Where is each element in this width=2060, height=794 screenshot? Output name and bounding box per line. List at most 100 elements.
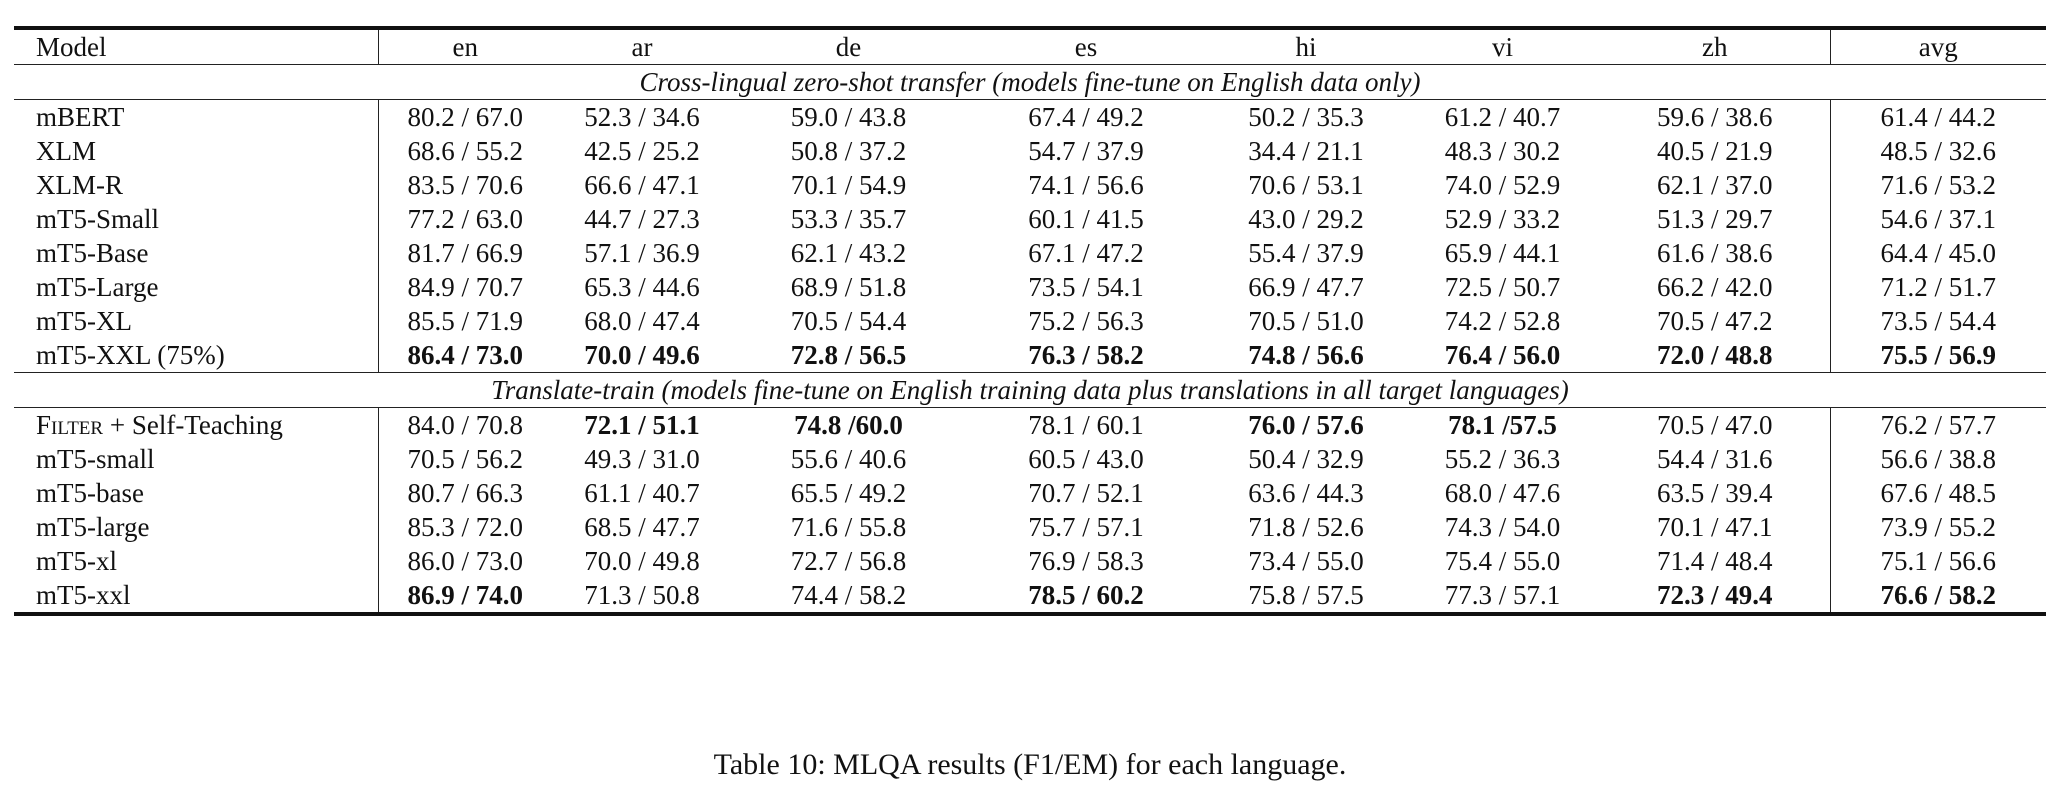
- score-cell: 68.5 / 47.7: [552, 510, 732, 544]
- score: 67.4 / 49.2: [1028, 102, 1144, 132]
- score: 75.4 / 55.0: [1444, 546, 1561, 576]
- score-cell: 70.6 / 53.1: [1207, 168, 1405, 202]
- model-name: mT5-XL: [14, 304, 379, 338]
- score: 42.5 / 25.2: [584, 136, 700, 166]
- score-cell: 55.6 / 40.6: [732, 442, 965, 476]
- score: 70.0 / 49.8: [584, 546, 700, 576]
- score-cell: 75.1 / 56.6: [1830, 544, 2046, 578]
- score: 71.6 / 53.2: [1880, 170, 1996, 200]
- score: 59.6 / 38.6: [1656, 102, 1773, 132]
- table-row: XLM 68.6 / 55.2 42.5 / 25.2 50.8 / 37.2 54.7…: [14, 134, 2046, 168]
- model-name: mT5-base: [14, 476, 379, 510]
- score: 65.9 / 44.1: [1444, 238, 1561, 268]
- score-cell: 70.1 / 54.9: [732, 168, 965, 202]
- section-title: Translate-train (models fine-tune on Eng…: [14, 372, 2046, 408]
- score: 61.4 / 44.2: [1880, 102, 1996, 132]
- model-name: Filter + Self-Teaching: [14, 407, 379, 442]
- header-es: es: [965, 26, 1207, 65]
- score-cell: 76.4 / 56.0: [1405, 338, 1600, 373]
- score: 76.2 / 57.7: [1880, 410, 1996, 440]
- score: 75.7 / 57.1: [1028, 512, 1144, 542]
- score-cell: 73.5 / 54.4: [1830, 304, 2046, 338]
- score-cell: 78.5 / 60.2: [965, 578, 1207, 616]
- score-cell: 42.5 / 25.2: [552, 134, 732, 168]
- score: 70.5 / 54.4: [790, 306, 907, 336]
- score-cell: 67.4 / 49.2: [965, 100, 1207, 135]
- score-cell: 70.5 / 47.0: [1600, 407, 1831, 442]
- score: 66.2 / 42.0: [1656, 272, 1773, 302]
- score: 73.5 / 54.1: [1028, 272, 1144, 302]
- best-score: 75.5 / 56.9: [1880, 340, 1996, 370]
- model-name: mT5-xxl: [14, 578, 379, 616]
- score: 86.0 / 73.0: [407, 546, 523, 576]
- score-cell: 72.5 / 50.7: [1405, 270, 1600, 304]
- score: 62.1 / 37.0: [1656, 170, 1773, 200]
- score-cell: 76.3 / 58.2: [965, 338, 1207, 373]
- best-score: 76.3 / 58.2: [1028, 340, 1144, 370]
- score: 51.3 / 29.7: [1656, 204, 1773, 234]
- table-row: mT5-Base 81.7 / 66.9 57.1 / 36.9 62.1 / 43.…: [14, 236, 2046, 270]
- score-cell: 40.5 / 21.9: [1600, 134, 1831, 168]
- score-cell: 68.0 / 47.4: [552, 304, 732, 338]
- score: 81.7 / 66.9: [407, 238, 523, 268]
- score-cell: 60.1 / 41.5: [965, 202, 1207, 236]
- score: 74.3 / 54.0: [1444, 512, 1561, 542]
- header-hi: hi: [1207, 26, 1405, 65]
- score: 55.2 / 36.3: [1444, 444, 1561, 474]
- table-row: XLM-R 83.5 / 70.6 66.6 / 47.1 70.1 / 54.9 74…: [14, 168, 2046, 202]
- score-cell: 68.9 / 51.8: [732, 270, 965, 304]
- score-cell: 75.8 / 57.5: [1207, 578, 1405, 616]
- score-cell: 76.2 / 57.7: [1830, 408, 2046, 443]
- model-name: mT5-Large: [14, 270, 379, 304]
- score: 61.2 / 40.7: [1444, 102, 1561, 132]
- score: 85.3 / 72.0: [407, 512, 523, 542]
- best-score: 76.4 / 56.0: [1444, 340, 1561, 370]
- table-row: mT5-xxl 86.9 / 74.0 71.3 / 50.8 74.4 / 58.2…: [14, 578, 2046, 616]
- score: 34.4 / 21.1: [1248, 136, 1364, 166]
- header-row: Model en ar de es hi vi zh avg: [14, 26, 2046, 65]
- score-cell: 70.1 / 47.1: [1600, 510, 1831, 544]
- score: 71.3 / 50.8: [584, 580, 700, 610]
- score-cell: 73.9 / 55.2: [1830, 510, 2046, 544]
- best-score: 74.8 /60.0: [794, 410, 903, 440]
- score-cell: 70.5 / 47.2: [1600, 304, 1831, 338]
- score: 63.6 / 44.3: [1248, 478, 1364, 508]
- score-cell: 73.4 / 55.0: [1207, 544, 1405, 578]
- score-cell: 68.0 / 47.6: [1405, 476, 1600, 510]
- score-cell: 83.5 / 70.6: [378, 168, 552, 202]
- table-row: mT5-small 70.5 / 56.2 49.3 / 31.0 55.6 / 40…: [14, 442, 2046, 476]
- model-name: mBERT: [14, 99, 379, 134]
- header-avg: avg: [1830, 26, 2046, 65]
- model-name: mT5-Small: [14, 202, 379, 236]
- score: 77.2 / 63.0: [407, 204, 523, 234]
- score-cell: 75.7 / 57.1: [965, 510, 1207, 544]
- score: 72.5 / 50.7: [1444, 272, 1561, 302]
- score-cell: 76.6 / 58.2: [1830, 578, 2046, 616]
- score-cell: 60.5 / 43.0: [965, 442, 1207, 476]
- best-score: 72.1 / 51.1: [584, 410, 700, 440]
- score: 55.6 / 40.6: [790, 444, 907, 474]
- score-cell: 72.3 / 49.4: [1600, 578, 1831, 616]
- score: 80.7 / 66.3: [407, 478, 523, 508]
- score-cell: 74.2 / 52.8: [1405, 304, 1600, 338]
- score: 60.5 / 43.0: [1028, 444, 1144, 474]
- score: 65.5 / 49.2: [790, 478, 907, 508]
- score-cell: 55.2 / 36.3: [1405, 442, 1600, 476]
- score: 73.4 / 55.0: [1248, 546, 1364, 576]
- score-cell: 65.9 / 44.1: [1405, 236, 1600, 270]
- header-model: Model: [14, 26, 379, 65]
- score: 84.9 / 70.7: [407, 272, 523, 302]
- score: 61.6 / 38.6: [1656, 238, 1773, 268]
- score-cell: 71.8 / 52.6: [1207, 510, 1405, 544]
- score-cell: 61.2 / 40.7: [1405, 100, 1600, 135]
- score-cell: 74.1 / 56.6: [965, 168, 1207, 202]
- score-cell: 74.8 /60.0: [732, 408, 965, 443]
- score-cell: 85.5 / 71.9: [378, 304, 552, 338]
- score-cell: 70.5 / 56.2: [378, 442, 552, 476]
- score-cell: 71.2 / 51.7: [1830, 270, 2046, 304]
- table-row: Filter + Self-Teaching 84.0 / 70.8 72.1 / …: [14, 407, 2046, 443]
- best-score: 72.0 / 48.8: [1656, 340, 1773, 370]
- results-table: Model en ar de es hi vi zh avg Cross-lingual zero…: [14, 26, 2046, 616]
- score-cell: 80.7 / 66.3: [378, 476, 552, 510]
- score-cell: 75.4 / 55.0: [1405, 544, 1600, 578]
